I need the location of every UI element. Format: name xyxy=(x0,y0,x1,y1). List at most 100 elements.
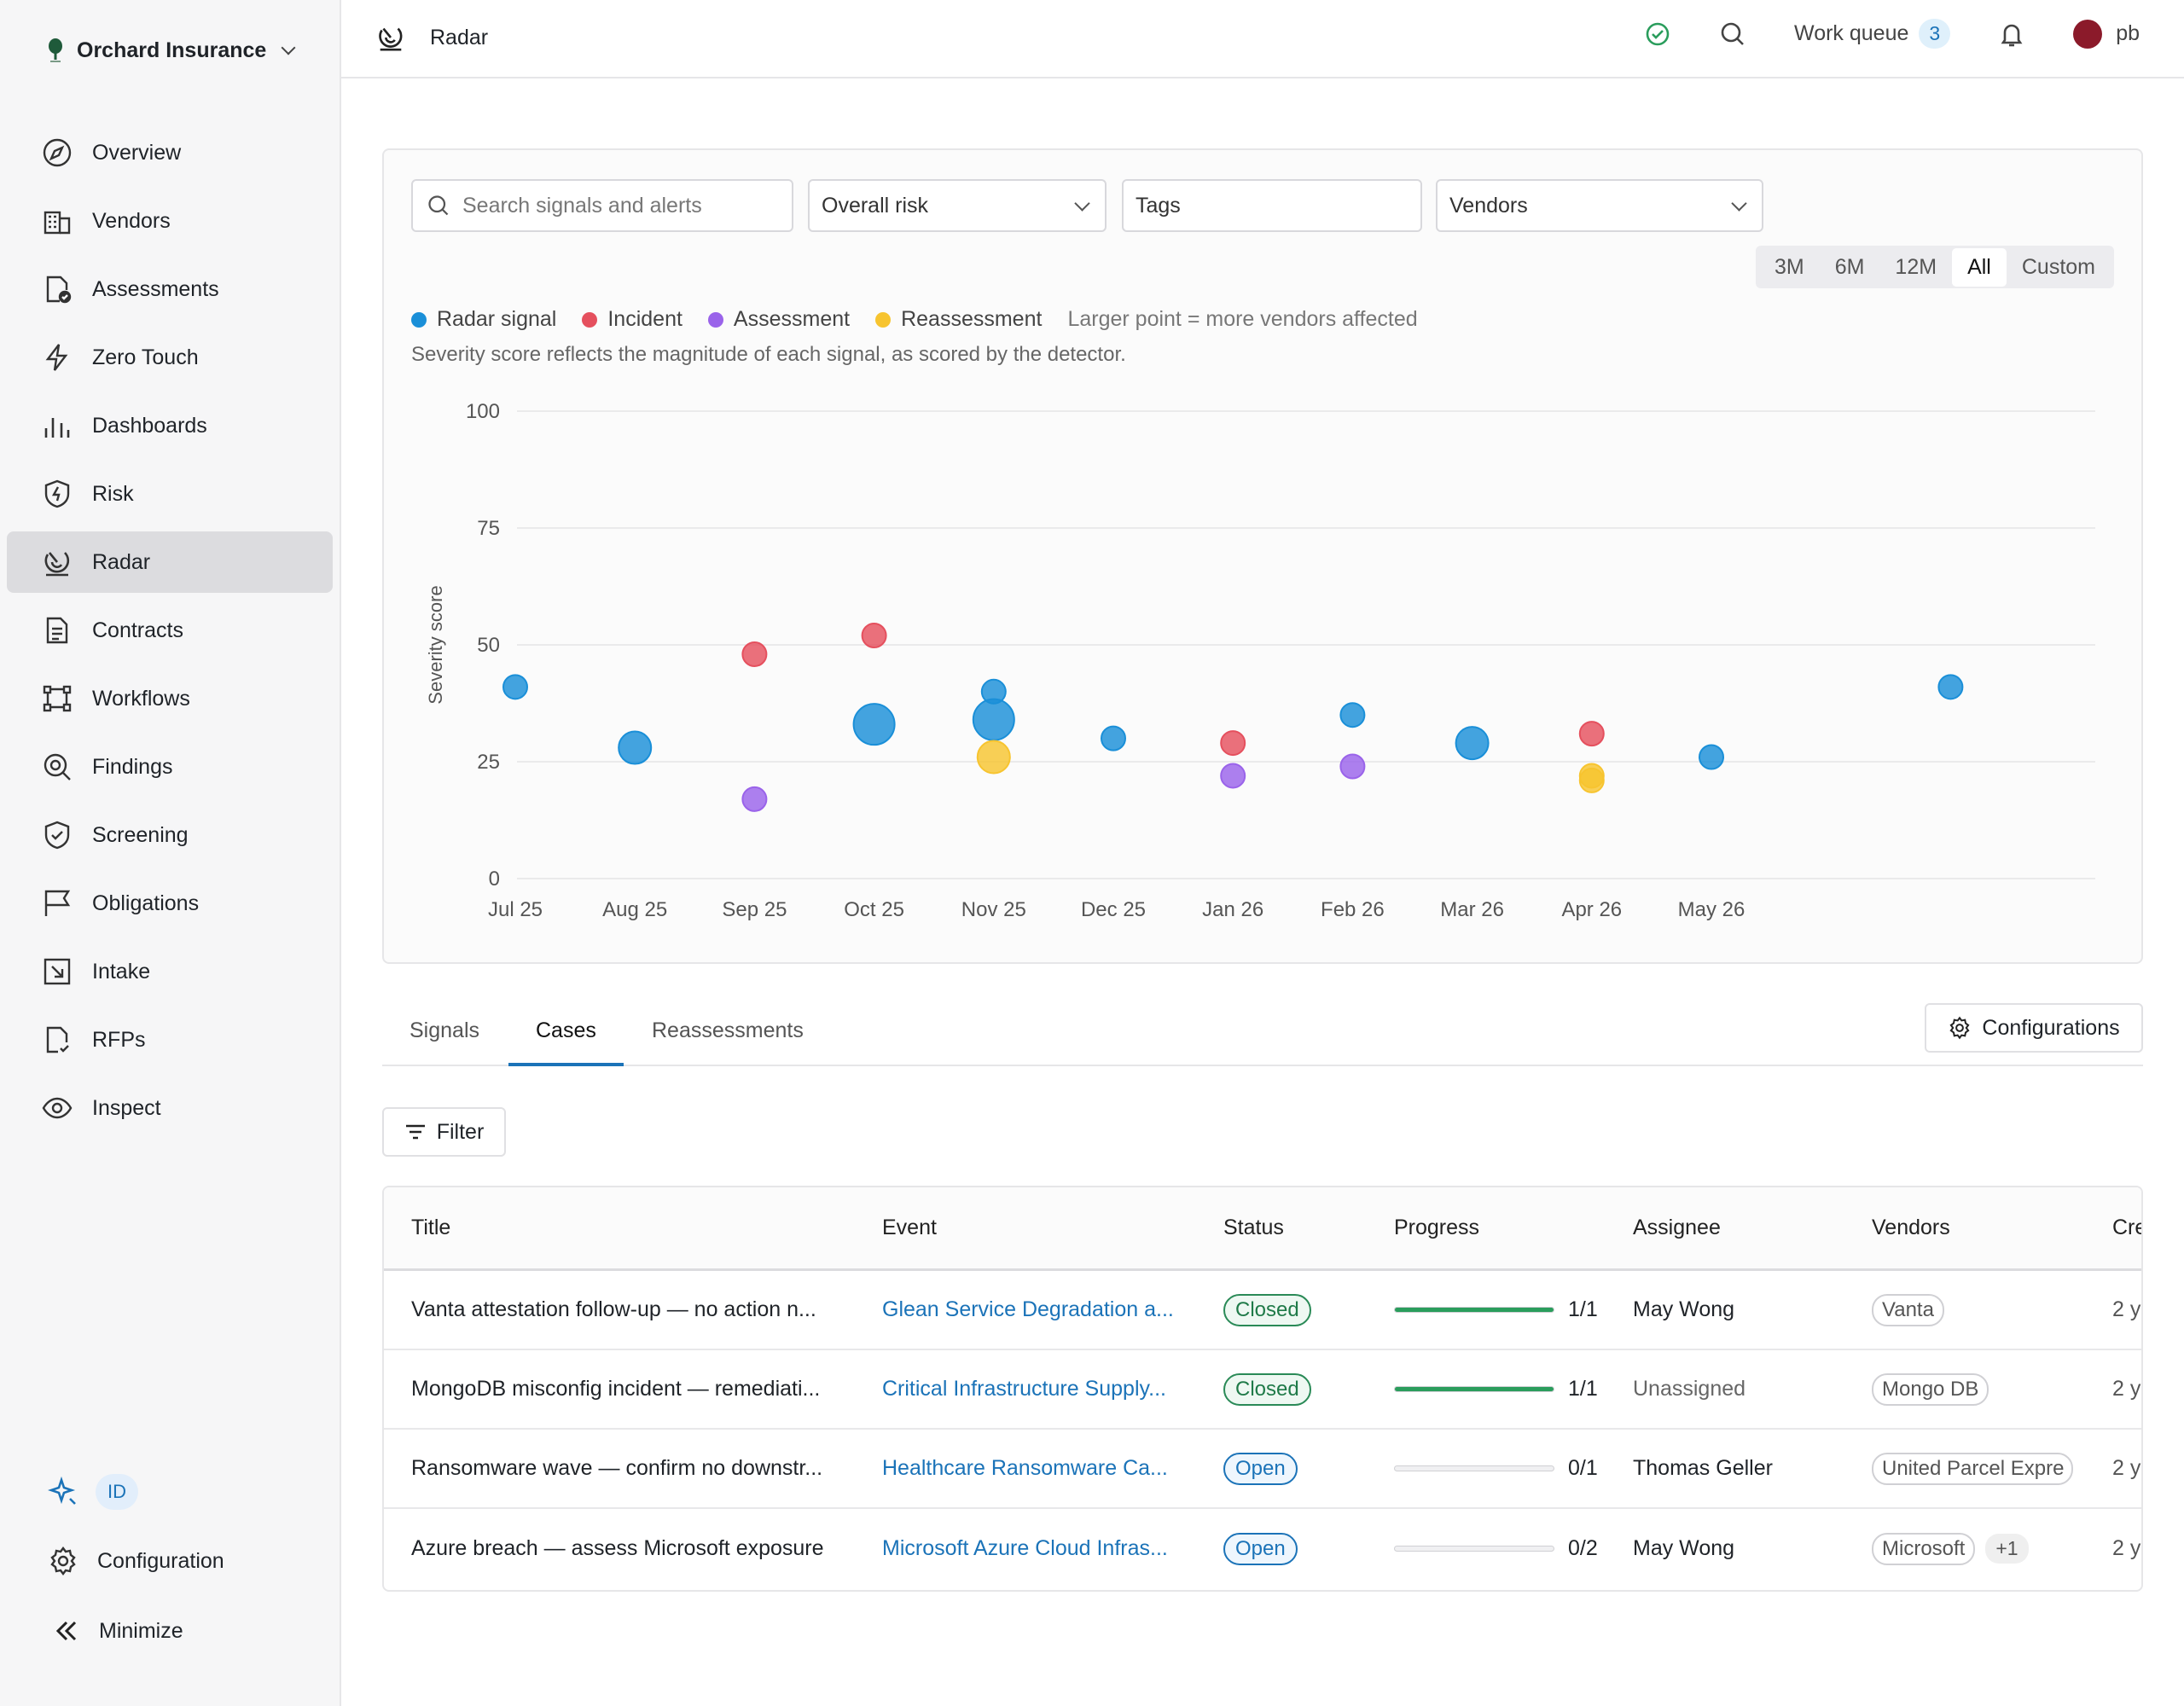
table-row[interactable]: Azure breach — assess Microsoft exposure… xyxy=(384,1509,2141,1588)
status-check-icon[interactable] xyxy=(1644,20,1671,48)
vendor-chip[interactable]: Mongo DB xyxy=(1872,1372,1989,1406)
sidebar-item-obligations[interactable]: Obligations xyxy=(7,873,333,934)
data-point-assessment xyxy=(1220,763,1246,789)
lightning-icon xyxy=(45,344,68,371)
x-tick-label: Jan 26 xyxy=(1202,898,1263,921)
configurations-button[interactable]: Configurations xyxy=(1925,1003,2143,1053)
data-point-radar-signal xyxy=(972,698,1015,741)
vendor-chip[interactable]: United Parcel Expre xyxy=(1872,1452,2073,1485)
sidebar-item-label: Zero Touch xyxy=(92,345,199,369)
legend-item-incident[interactable]: Incident xyxy=(582,307,682,332)
double-chevron-left-icon xyxy=(55,1621,77,1641)
col-title[interactable]: Title xyxy=(411,1216,451,1239)
legend-item-reassessment[interactable]: Reassessment xyxy=(875,307,1042,332)
y-tick-label: 25 xyxy=(477,751,500,774)
sidebar-item-zero-touch[interactable]: Zero Touch xyxy=(7,327,333,388)
range-6m[interactable]: 6M xyxy=(1834,254,1865,279)
sidebar-item-intake[interactable]: Intake xyxy=(7,941,333,1002)
document-check-icon xyxy=(46,276,72,304)
eye-icon xyxy=(42,1097,73,1119)
sidebar-item-screening[interactable]: Screening xyxy=(7,804,333,866)
event-link[interactable]: Microsoft Azure Cloud Infras... xyxy=(882,1536,1168,1560)
data-point-radar-signal xyxy=(1937,674,1964,700)
tab-signals[interactable]: Signals xyxy=(410,1018,479,1042)
range-3m[interactable]: 3M xyxy=(1774,254,1804,279)
search-input[interactable] xyxy=(462,193,778,218)
col-vendors[interactable]: Vendors xyxy=(1872,1216,1950,1239)
sidebar-item-label: Inspect xyxy=(92,1095,161,1120)
col-progress[interactable]: Progress xyxy=(1394,1216,1480,1239)
status-badge: Open xyxy=(1223,1532,1298,1565)
tab-cases[interactable]: Cases xyxy=(508,1018,624,1066)
progress-bar xyxy=(1394,1465,1554,1471)
overall-risk-select[interactable]: Overall risk xyxy=(808,179,1107,232)
sidebar-item-risk[interactable]: Risk xyxy=(7,463,333,525)
y-tick-label: 50 xyxy=(477,634,500,657)
sidebar-item-rfps[interactable]: RFPs xyxy=(7,1009,333,1071)
id-row[interactable]: ID xyxy=(48,1474,321,1510)
table-row[interactable]: Ransomware wave — confirm no downstr... … xyxy=(384,1430,2141,1509)
assignee: Unassigned xyxy=(1633,1377,1746,1401)
user-menu[interactable]: pb xyxy=(2073,19,2140,49)
range-custom[interactable]: Custom xyxy=(2021,254,2095,279)
workflow-icon xyxy=(43,685,72,712)
y-axis-label: Severity score xyxy=(425,585,446,704)
range-12m[interactable]: 12M xyxy=(1895,254,1937,279)
legend-item-assessment[interactable]: Assessment xyxy=(707,307,850,332)
event-link[interactable]: Critical Infrastructure Supply... xyxy=(882,1377,1166,1401)
configuration-link[interactable]: Configuration xyxy=(48,1546,321,1576)
sidebar-item-vendors[interactable]: Vendors xyxy=(7,190,333,252)
col-created[interactable]: Cre xyxy=(2112,1216,2141,1239)
search-icon[interactable] xyxy=(1719,20,1746,48)
data-point-radar-signal xyxy=(618,730,653,765)
search-box[interactable] xyxy=(411,179,793,232)
radar-chart-panel: Overall risk Tags Vendors 3M 6M 12M All … xyxy=(382,148,2143,964)
vendors-select[interactable]: Vendors xyxy=(1436,179,1763,232)
y-tick-label: 100 xyxy=(466,400,500,423)
sidebar-item-inspect[interactable]: Inspect xyxy=(7,1077,333,1139)
sidebar-item-radar[interactable]: Radar xyxy=(7,531,333,593)
minimize-button[interactable]: Minimize xyxy=(53,1617,326,1645)
tags-input[interactable]: Tags xyxy=(1122,179,1422,232)
vendor-chip[interactable]: Microsoft xyxy=(1872,1532,1976,1565)
work-queue-button[interactable]: Work queue 3 xyxy=(1794,19,1951,49)
table-row[interactable]: Vanta attestation follow-up — no action … xyxy=(384,1271,2141,1350)
vendor-chip[interactable]: Vanta xyxy=(1872,1293,1944,1326)
col-status[interactable]: Status xyxy=(1223,1216,1284,1239)
filter-button[interactable]: Filter xyxy=(382,1107,506,1157)
bell-icon[interactable] xyxy=(1998,20,2025,48)
event-link[interactable]: Healthcare Ransomware Ca... xyxy=(882,1456,1168,1480)
sidebar-item-label: RFPs xyxy=(92,1027,146,1052)
sidebar-item-contracts[interactable]: Contracts xyxy=(7,600,333,661)
sidebar-item-workflows[interactable]: Workflows xyxy=(7,668,333,729)
tags-placeholder: Tags xyxy=(1136,193,1181,218)
sidebar-item-findings[interactable]: Findings xyxy=(7,736,333,798)
col-event[interactable]: Event xyxy=(882,1216,937,1239)
sidebar-item-label: Workflows xyxy=(92,686,190,711)
legend-dot xyxy=(582,311,598,328)
table-row[interactable]: MongoDB misconfig incident — remediati..… xyxy=(384,1350,2141,1430)
range-all[interactable]: All xyxy=(1952,247,2007,287)
tab-reassessments[interactable]: Reassessments xyxy=(652,1018,804,1042)
event-link[interactable]: Glean Service Degradation a... xyxy=(882,1297,1174,1321)
more-vendors-chip[interactable]: +1 xyxy=(1985,1534,2029,1564)
work-queue-count: 3 xyxy=(1919,19,1951,49)
created-date: 2 y xyxy=(2112,1536,2141,1560)
progress-cell: 1/1 xyxy=(1394,1350,1616,1428)
severity-scatter-chart: 0 25 50 75 100 Severity score Jul 25 Aug 25 Sep … xyxy=(425,400,2095,921)
created-date: 2 y xyxy=(2112,1456,2141,1480)
col-assignee[interactable]: Assignee xyxy=(1633,1216,1721,1239)
sidebar-item-overview[interactable]: Overview xyxy=(7,122,333,183)
sidebar: Orchard Insurance Overview Vendors Asses… xyxy=(0,0,341,1706)
building-icon xyxy=(44,211,71,235)
data-point-assessment xyxy=(741,786,768,812)
sidebar-item-assessments[interactable]: Assessments xyxy=(7,258,333,320)
user-initials: pb xyxy=(2116,21,2140,45)
y-tick-label: 75 xyxy=(477,517,500,540)
sidebar-item-dashboards[interactable]: Dashboards xyxy=(7,395,333,456)
case-title: Azure breach — assess Microsoft exposure xyxy=(411,1536,824,1560)
assignee: May Wong xyxy=(1633,1297,1735,1321)
x-tick-label: Dec 25 xyxy=(1081,898,1146,921)
org-switcher[interactable]: Orchard Insurance xyxy=(46,38,296,63)
legend-item-radar-signal[interactable]: Radar signal xyxy=(411,307,556,332)
